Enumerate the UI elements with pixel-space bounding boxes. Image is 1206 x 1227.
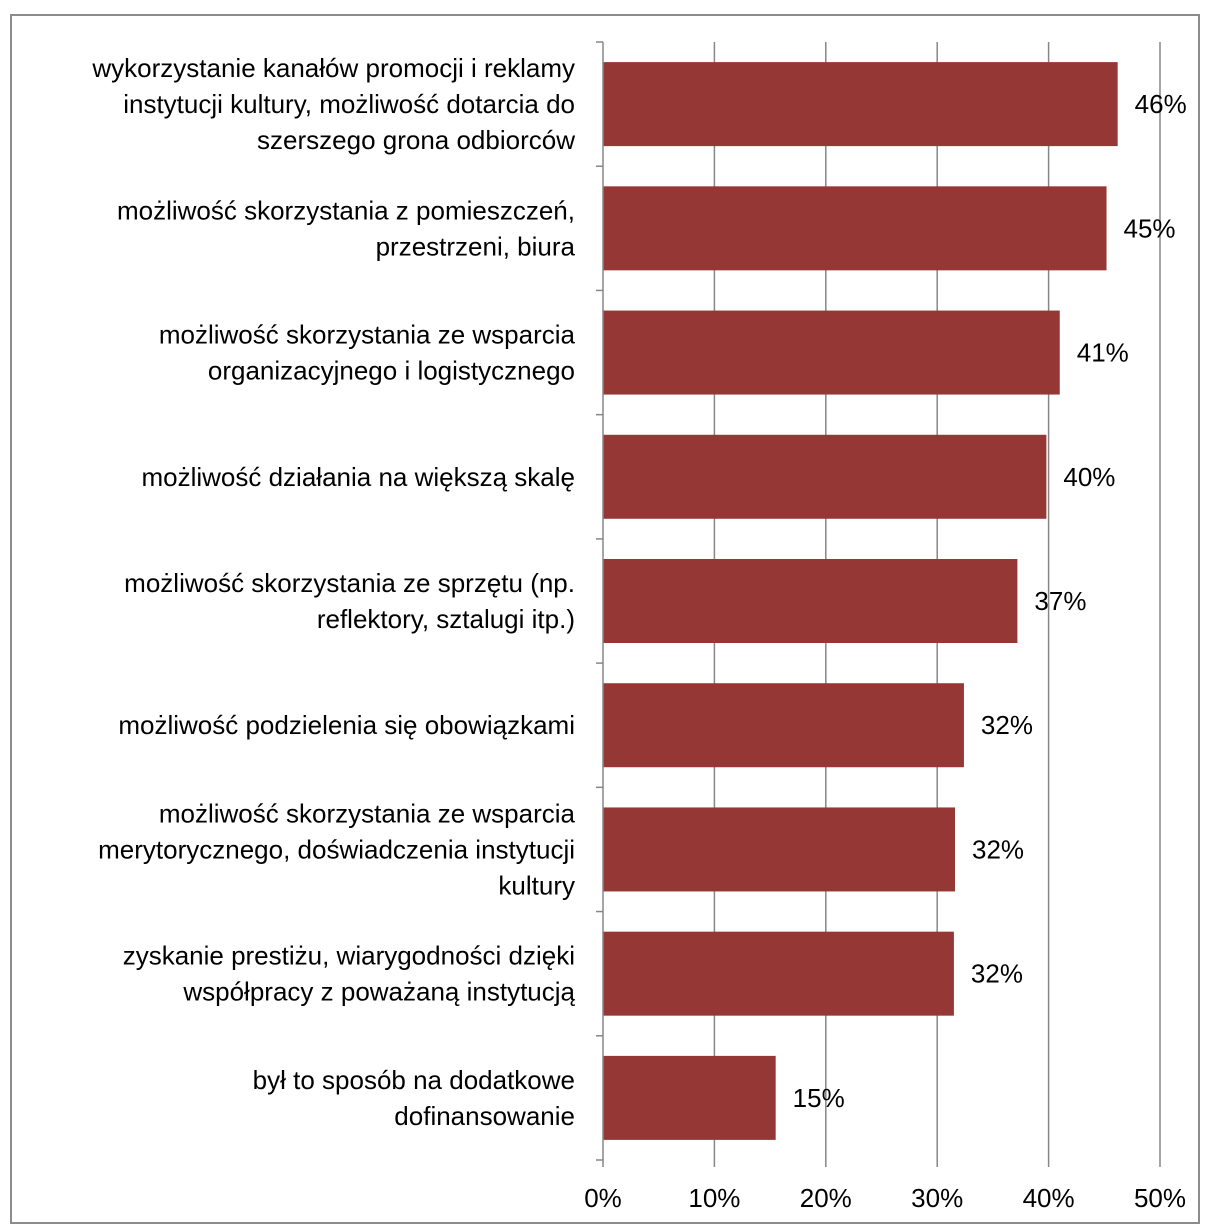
category-label-line: organizacyjnego i logistycznego xyxy=(208,356,575,386)
bar-5 xyxy=(603,683,964,768)
category-label-1: możliwość skorzystania z pomieszczeń, prz… xyxy=(117,195,576,261)
x-tick-label-30: 30% xyxy=(911,1183,963,1213)
x-tick-labels: 0% 10% 20% 30% 40% 50% xyxy=(584,1183,1186,1213)
x-tick-label-20: 20% xyxy=(800,1183,852,1213)
category-label-line: kultury xyxy=(498,870,575,900)
category-label-line: dofinansowanie xyxy=(394,1101,575,1131)
bar-4 xyxy=(603,559,1018,643)
category-label-line: możliwość skorzystania ze sprzętu (np. xyxy=(124,568,575,598)
x-tick-label-50: 50% xyxy=(1134,1183,1186,1213)
data-label-2: 41% xyxy=(1077,338,1129,368)
category-label-line: przestrzeni, biura xyxy=(376,231,576,261)
category-label-line: szerszego grona odbiorców xyxy=(257,125,575,155)
bar-7 xyxy=(603,931,954,1016)
category-label-line: możliwość skorzystania ze wsparcia xyxy=(159,320,576,350)
category-label-line: możliwość skorzystania ze wsparcia xyxy=(159,798,576,828)
bar-2 xyxy=(603,310,1060,395)
data-label-5: 32% xyxy=(981,710,1033,740)
category-label-line: instytucji kultury, możliwość dotarcia d… xyxy=(123,89,575,119)
bar-8 xyxy=(603,1055,776,1140)
category-label-line: reflektory, sztalugi itp.) xyxy=(317,604,575,634)
category-label-line: merytorycznego, doświadczenia instytucji xyxy=(98,834,575,864)
category-label-line: zyskanie prestiżu, wiarygodności dzięki xyxy=(123,941,575,971)
data-label-0: 46% xyxy=(1135,89,1187,119)
category-label-8: był to sposób na dodatkowe dofinansowanie xyxy=(253,1065,575,1131)
category-label-line: możliwość podzielenia się obowiązkami xyxy=(118,710,575,740)
category-label-3: możliwość działania na większą skalę xyxy=(141,462,575,492)
data-label-4: 37% xyxy=(1034,586,1086,616)
bar-6 xyxy=(603,807,956,892)
bar-1 xyxy=(603,186,1107,271)
data-label-8: 15% xyxy=(793,1083,845,1113)
data-label-6: 32% xyxy=(972,834,1024,864)
category-label-4: możliwość skorzystania ze sprzętu (np. re… xyxy=(124,568,575,634)
category-labels: wykorzystanie kanałów promocji i reklamy… xyxy=(91,53,575,1131)
data-labels: 46% 45% 41% 40% 37% 32% 32% 32% 15% xyxy=(793,89,1187,1113)
bar-3 xyxy=(603,434,1047,519)
bars xyxy=(603,62,1118,1140)
x-tick-label-10: 10% xyxy=(688,1183,740,1213)
category-label-7: zyskanie prestiżu, wiarygodności dzięki w… xyxy=(123,941,576,1007)
category-label-5: możliwość podzielenia się obowiązkami xyxy=(118,710,575,740)
bar-0 xyxy=(603,62,1118,147)
category-label-line: wykorzystanie kanałów promocji i reklamy xyxy=(91,53,575,83)
category-axis xyxy=(596,41,1161,1167)
category-label-6: możliwość skorzystania ze wsparcia meryto… xyxy=(98,798,575,900)
category-label-0: wykorzystanie kanałów promocji i reklamy… xyxy=(91,53,575,155)
x-tick-label-0: 0% xyxy=(584,1183,622,1213)
category-label-line: był to sposób na dodatkowe xyxy=(253,1065,575,1095)
category-label-2: możliwość skorzystania ze wsparcia organi… xyxy=(159,320,576,386)
category-label-line: możliwość skorzystania z pomieszczeń, xyxy=(117,195,575,225)
category-label-line: możliwość działania na większą skalę xyxy=(141,462,575,492)
data-label-1: 45% xyxy=(1124,213,1176,243)
data-label-7: 32% xyxy=(971,959,1023,989)
x-tick-label-40: 40% xyxy=(1023,1183,1075,1213)
data-label-3: 40% xyxy=(1063,462,1115,492)
category-label-line: współpracy z poważaną instytucją xyxy=(182,977,575,1007)
